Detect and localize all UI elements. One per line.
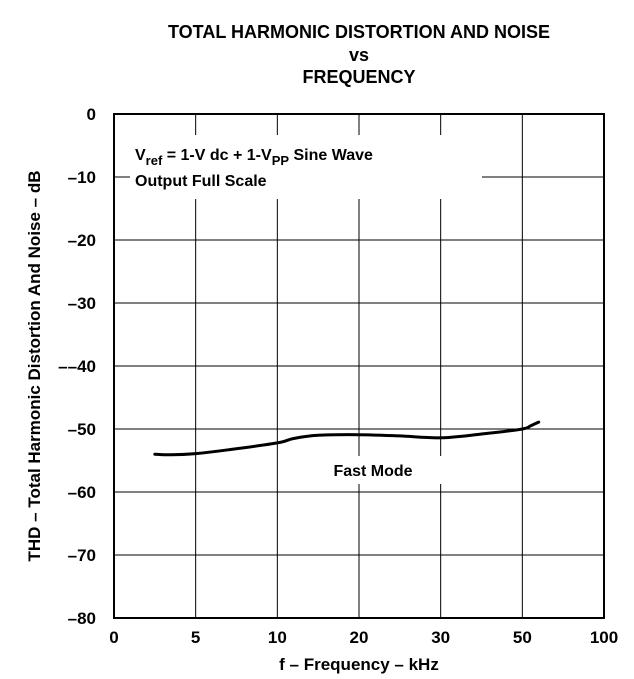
y-tick-label-2: –20 (68, 231, 96, 250)
y-tick-label-0: 0 (87, 105, 96, 124)
chart-title-line-3: FREQUENCY (302, 67, 416, 87)
x-tick-label-1: 5 (191, 628, 200, 647)
x-tick-label-3: 20 (350, 628, 369, 647)
series-label-background (300, 456, 446, 484)
x-tick-label-5: 50 (513, 628, 532, 647)
x-tick-label-2: 10 (268, 628, 287, 647)
annotation-line-2: Output Full Scale (135, 173, 267, 190)
y-tick-label-7: –70 (68, 546, 96, 565)
annotation-background (130, 135, 482, 199)
x-axis-label: f – Frequency – kHz (279, 655, 439, 674)
y-tick-label-5: –50 (68, 420, 96, 439)
chart-title-line-2: vs (348, 45, 370, 65)
x-tick-label-6: 100 (590, 628, 618, 647)
x-tick-label-0: 0 (109, 628, 118, 647)
y-axis-label: THD – Total Harmonic Distortion And Nois… (25, 170, 44, 561)
y-tick-label-4: ––40 (58, 357, 96, 376)
plot-frame (113, 113, 605, 619)
y-tick-label-8: –80 (68, 609, 96, 628)
y-tick-label-3: –30 (68, 294, 96, 313)
y-tick-label-6: –60 (68, 483, 96, 502)
series-layer (153, 420, 541, 457)
series-label-fast-mode: Fast Mode (333, 463, 412, 480)
annotation-line-1: Vref = 1-V dc + 1-VPP Sine Wave (135, 147, 373, 168)
series-line-fast-mode (153, 420, 541, 457)
x-tick-label-4: 30 (431, 628, 450, 647)
chart-title-line-1: TOTAL HARMONIC DISTORTION AND NOISE (167, 22, 550, 42)
y-tick-label-1: –10 (68, 168, 96, 187)
y-tick-labels: 0 –10 –20 –30 ––40 –50 –60 –70 –80 (58, 105, 96, 628)
x-tick-labels: 0 5 10 20 30 50 100 (109, 628, 618, 647)
